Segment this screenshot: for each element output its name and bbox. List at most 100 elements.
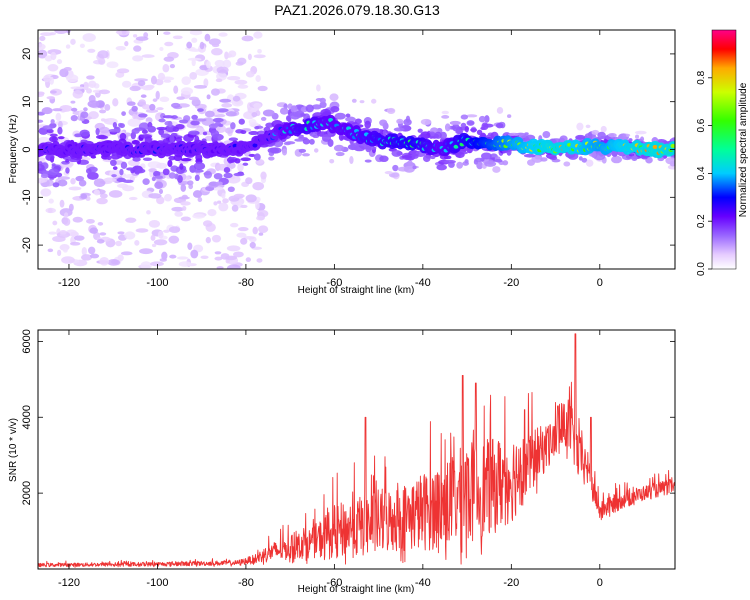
spectrogram-cell	[452, 123, 460, 132]
spectrogram-cell	[473, 159, 478, 165]
spectrogram-cell	[59, 199, 65, 208]
spectrogram-cell	[420, 118, 432, 126]
spectrogram-cell	[126, 101, 136, 106]
spectrogram-cell	[279, 107, 289, 115]
spectrogram-cell	[97, 50, 109, 59]
spectrogram-cell	[192, 213, 205, 219]
spectrogram-x-tick-label: -40	[415, 277, 431, 289]
spectrogram-cell	[120, 161, 128, 170]
snr-series-line	[37, 333, 676, 568]
spectrogram-cell	[79, 129, 90, 137]
spectrogram-cell	[129, 85, 141, 92]
spectrogram-cell	[120, 251, 133, 256]
spectrogram-cell	[309, 138, 315, 145]
spectrogram-cell	[99, 256, 110, 266]
spectrogram-cell	[150, 75, 157, 85]
spectrogram-cell	[68, 203, 74, 212]
spectrogram-cell	[316, 84, 321, 92]
spectrogram-cell	[80, 193, 88, 199]
spectrogram-cell	[214, 251, 222, 255]
spectrogram-cell	[478, 115, 486, 123]
spectrogram-cell	[63, 248, 68, 253]
spectrogram-cell	[155, 175, 164, 179]
spectrogram-cell	[156, 107, 164, 111]
spectrogram-cell	[391, 150, 402, 157]
spectrogram-cell	[88, 246, 96, 255]
spectrogram-cell	[86, 75, 95, 80]
spectrogram-cell	[229, 159, 236, 163]
spectrogram-cell	[106, 61, 119, 69]
spectrogram-cell	[99, 232, 107, 236]
spectrogram-cell	[49, 32, 56, 36]
spectrogram-cell	[68, 186, 82, 191]
spectrogram-cell	[174, 211, 183, 217]
spectrogram-cell	[495, 122, 504, 129]
spectrogram-cell	[470, 128, 478, 132]
spectrogram-cell	[111, 174, 117, 178]
spectrogram-cell	[214, 59, 225, 67]
spectrogram-cell	[212, 117, 224, 123]
spectrogram-cell	[188, 96, 199, 101]
spectrogram-cell	[260, 171, 267, 180]
spectrogram-cell	[443, 155, 452, 160]
spectrogram-cell	[52, 108, 63, 112]
spectrogram-cell	[63, 67, 72, 71]
spectrogram-cell	[407, 160, 413, 167]
spectrogram-cell	[54, 30, 68, 35]
spectrogram-x-tick-label: -100	[146, 277, 168, 289]
spectrogram-cell	[181, 206, 187, 211]
spectrogram-cell	[206, 94, 211, 100]
spectrogram-cell	[211, 47, 223, 56]
spectrogram-cell	[131, 128, 140, 134]
spectrogram-cell	[87, 171, 99, 180]
spectrogram-cell	[86, 218, 95, 224]
spectrogram-x-tick-label: -20	[503, 277, 519, 289]
spectrogram-cell	[82, 33, 96, 42]
spectrogram-cell	[351, 98, 357, 103]
spectrogram-cell	[74, 235, 85, 241]
spectrogram-cell	[384, 171, 393, 175]
spectrogram-cell	[245, 257, 251, 263]
spectrogram-cell	[143, 32, 149, 38]
snr-panel: -120 -100 -80 -60 -40 -20 0 2000 4000 6000 Heigh…	[8, 329, 676, 595]
spectrogram-cell	[38, 178, 45, 184]
spectrogram-cell	[455, 151, 465, 159]
spectrogram-cell	[335, 151, 345, 157]
spectrogram-cell	[243, 236, 255, 240]
spectrogram-cell	[159, 96, 170, 103]
spectrogram-cell	[89, 227, 99, 234]
spectrogram-cell	[187, 57, 202, 61]
spectrogram-cell	[365, 144, 372, 153]
spectrogram-cell	[665, 157, 675, 165]
spectrogram-cell	[260, 116, 267, 121]
spectrogram-cell	[285, 141, 296, 145]
spectrogram-cell	[412, 165, 417, 170]
spectrogram-cell	[116, 68, 130, 74]
spectrogram-cell	[204, 135, 214, 142]
spectrogram-cell	[153, 239, 168, 246]
spectrogram-cell	[205, 236, 211, 244]
spectrogram-cell	[115, 46, 126, 51]
spectrogram-cell	[88, 80, 97, 88]
spectrogram-cell	[41, 107, 53, 115]
spectrogram-cell	[197, 108, 204, 112]
spectrogram-cell	[179, 163, 184, 170]
spectrogram-cell	[622, 133, 627, 142]
spectrogram-cell	[38, 92, 45, 97]
spectrogram-cell	[142, 178, 150, 185]
spectrogram-cell	[189, 71, 198, 80]
spectrogram-cell	[252, 226, 258, 235]
colorbar-ticks: 0.0 0.2 0.4 0.6 0.8	[696, 70, 712, 276]
spectrogram-cell	[208, 123, 218, 129]
spectrogram-cell	[600, 125, 607, 133]
spectrogram-cell	[233, 251, 244, 258]
spectrogram-cell	[125, 217, 137, 223]
spectrogram-cell	[240, 237, 248, 245]
spectrogram-cell	[153, 170, 161, 177]
spectrogram-cell	[482, 123, 494, 128]
spectrogram-cell	[628, 138, 633, 142]
spectrogram-cell	[78, 179, 87, 187]
spectrogram-cell	[476, 161, 484, 170]
spectrogram-cell	[131, 105, 138, 112]
